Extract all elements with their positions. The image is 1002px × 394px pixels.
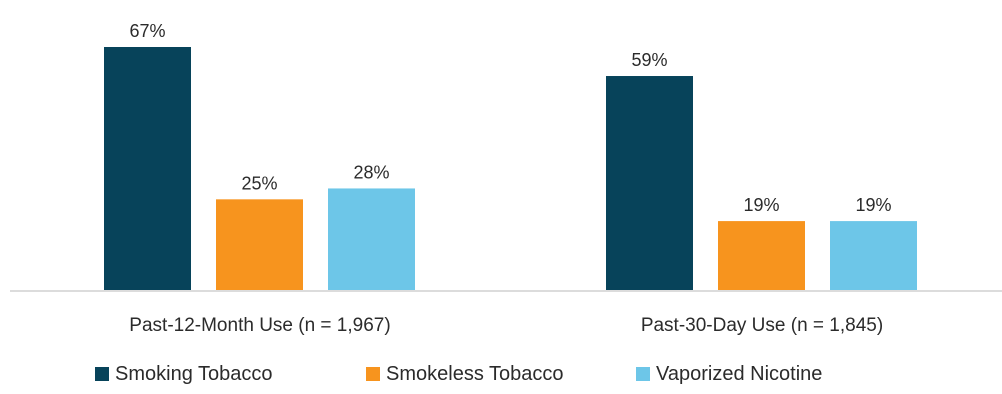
legend-item-smoking-tobacco: Smoking Tobacco — [95, 363, 273, 385]
bar-smoking-tobacco-2 — [606, 76, 693, 290]
bar-smokeless-tobacco-2 — [718, 221, 805, 290]
legend-item-smokeless-tobacco: Smokeless Tobacco — [366, 363, 564, 385]
value-label-smoking-tobacco-2: 59% — [631, 50, 667, 70]
value-labels-layer: 67% 25% 28% 59% 19% 19% — [129, 21, 891, 215]
value-label-vaporized-nicotine-2: 19% — [855, 195, 891, 215]
value-label-smokeless-tobacco-2: 19% — [743, 195, 779, 215]
bars-layer — [104, 47, 917, 290]
legend-swatch-smoking-tobacco — [95, 367, 109, 381]
value-label-smoking-tobacco-1: 67% — [129, 21, 165, 41]
legend-label-smoking-tobacco: Smoking Tobacco — [115, 363, 273, 385]
value-label-vaporized-nicotine-1: 28% — [353, 162, 389, 182]
legend-label-smokeless-tobacco: Smokeless Tobacco — [386, 363, 564, 385]
bar-vaporized-nicotine-1 — [328, 188, 415, 290]
category-labels-layer: Past-12-Month Use (n = 1,967) Past-30-Day… — [129, 315, 883, 336]
category-label-1: Past-12-Month Use (n = 1,967) — [129, 315, 390, 336]
bar-smokeless-tobacco-1 — [216, 199, 303, 290]
value-label-smokeless-tobacco-1: 25% — [241, 173, 277, 193]
legend-swatch-smokeless-tobacco — [366, 367, 380, 381]
legend-label-vaporized-nicotine: Vaporized Nicotine — [656, 363, 822, 385]
legend-swatch-vaporized-nicotine — [636, 367, 650, 381]
legend: Smoking Tobacco Smokeless Tobacco Vaporize… — [95, 363, 822, 385]
category-label-2: Past-30-Day Use (n = 1,845) — [641, 315, 883, 336]
bar-smoking-tobacco-1 — [104, 47, 191, 290]
legend-item-vaporized-nicotine: Vaporized Nicotine — [636, 363, 822, 385]
bar-vaporized-nicotine-2 — [830, 221, 917, 290]
